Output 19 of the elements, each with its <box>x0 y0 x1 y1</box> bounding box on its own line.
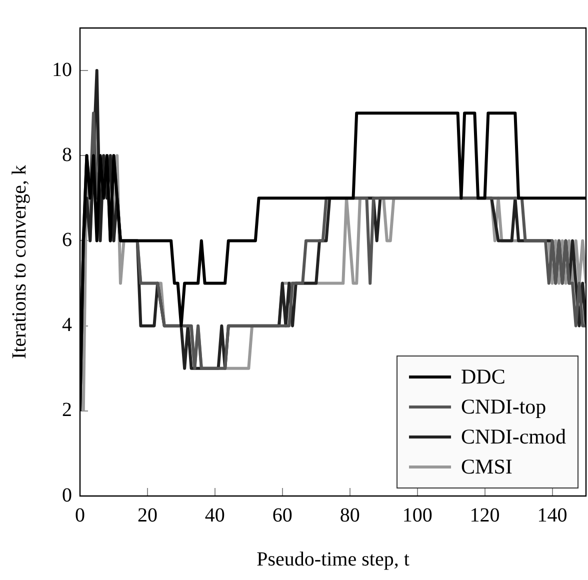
x-tick-label: 120 <box>470 504 500 526</box>
legend-label: CNDI-cmod <box>461 424 566 449</box>
x-tick-label: 60 <box>272 504 292 526</box>
x-tick-label: 40 <box>204 504 225 526</box>
x-tick-label: 20 <box>137 504 158 526</box>
legend-label: DDC <box>461 364 506 389</box>
y-tick-label: 6 <box>62 228 72 251</box>
legend-label: CMSI <box>461 454 512 479</box>
x-tick-label: 100 <box>402 504 432 526</box>
x-axis-title: Pseudo-time step, t <box>256 548 410 570</box>
y-tick-label: 4 <box>62 314 72 336</box>
y-tick-label: 0 <box>62 484 72 506</box>
y-tick-label: 10 <box>52 58 72 81</box>
x-tick-label: 80 <box>340 504 360 526</box>
y-tick-label: 2 <box>62 399 72 422</box>
y-tick-label: 8 <box>62 144 72 166</box>
legend-label: CNDI-top <box>461 394 546 419</box>
x-tick-label: 140 <box>537 504 568 526</box>
y-axis-title: Iterations to converge, k <box>8 164 30 360</box>
